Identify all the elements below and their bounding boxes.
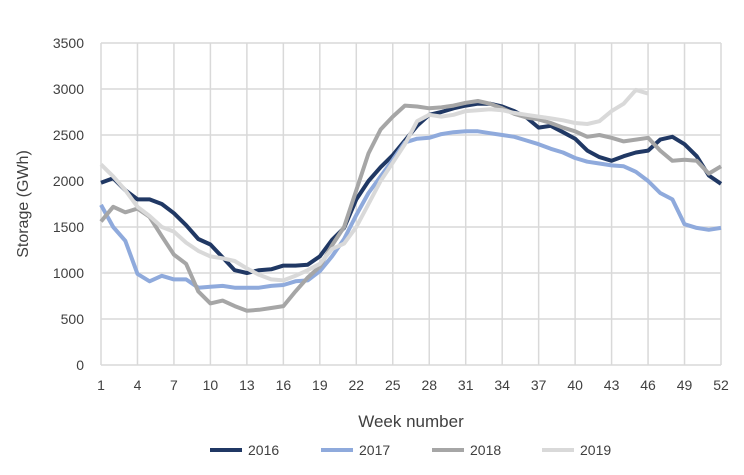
y-tick-label: 3000 (53, 81, 84, 97)
x-tick-label: 1 (97, 377, 105, 393)
x-tick-label: 4 (134, 377, 142, 393)
y-axis-label: Storage (GWh) (15, 150, 32, 258)
x-tick-label: 16 (276, 377, 292, 393)
x-tick-label: 52 (713, 377, 729, 393)
y-tick-labels: 0 500 1000 1500 2000 2500 3000 3500 (53, 35, 84, 373)
series-line-2018 (99, 99, 723, 313)
y-tick-label: 1500 (53, 219, 84, 235)
y-tick-label: 3500 (53, 35, 84, 51)
x-tick-label: 40 (567, 377, 583, 393)
y-tick-label: 1000 (53, 265, 84, 281)
x-tick-label: 37 (531, 377, 547, 393)
series-lines (99, 87, 723, 313)
x-tick-label: 28 (421, 377, 437, 393)
legend-label: 2016 (248, 442, 279, 458)
x-tick-label: 19 (312, 377, 328, 393)
y-tick-label: 500 (61, 311, 85, 327)
x-tick-labels: 1 4 7 10 13 16 19 22 25 28 31 34 37 40 43 46 49 52 (97, 377, 729, 393)
series-line-2017 (99, 129, 722, 290)
legend-label: 2018 (470, 442, 501, 458)
gridlines (100, 42, 722, 366)
x-tick-label: 49 (677, 377, 693, 393)
x-axis-label: Week number (358, 412, 464, 431)
x-tick-label: 22 (349, 377, 365, 393)
legend: 2016 2017 2018 2019 (210, 442, 611, 458)
x-tick-label: 31 (458, 377, 474, 393)
x-tick-label: 25 (385, 377, 401, 393)
legend-label: 2017 (359, 442, 390, 458)
x-tick-label: 46 (640, 377, 656, 393)
x-tick-label: 7 (170, 377, 178, 393)
series-line-2019 (99, 87, 649, 283)
x-tick-label: 13 (239, 377, 255, 393)
y-tick-label: 2000 (53, 173, 84, 189)
x-tick-label: 34 (494, 377, 510, 393)
legend-label: 2019 (580, 442, 611, 458)
y-tick-label: 0 (76, 357, 84, 373)
x-tick-label: 10 (203, 377, 219, 393)
y-tick-label: 2500 (53, 127, 84, 143)
x-tick-label: 43 (604, 377, 620, 393)
